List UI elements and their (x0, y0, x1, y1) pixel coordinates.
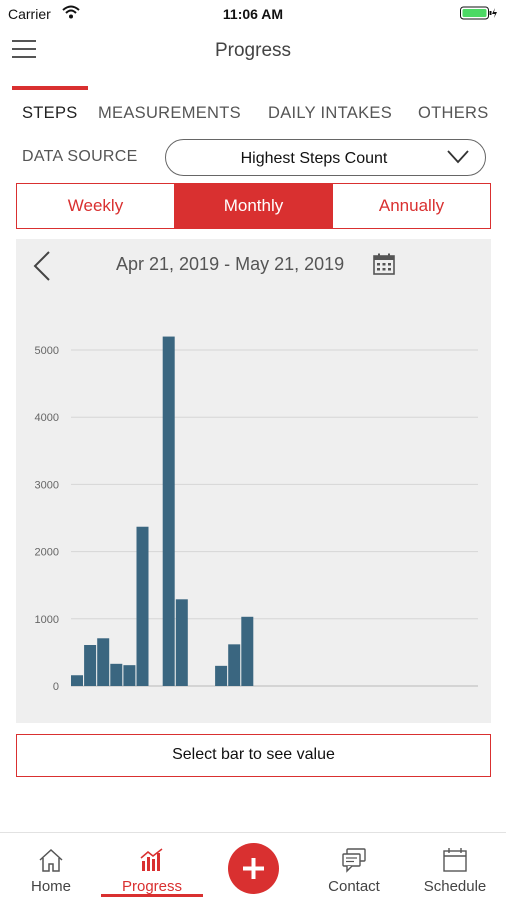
chart-bar[interactable] (162, 336, 175, 686)
battery-icon (460, 6, 497, 20)
add-button[interactable] (228, 843, 279, 894)
steps-bar-chart: 0 1000 2000 3000 4000 5000 (35, 336, 478, 693)
data-source-dropdown[interactable]: Highest Steps Count (165, 139, 486, 176)
tab-contact[interactable]: Contact (309, 833, 399, 900)
nav-bar: Progress (0, 28, 506, 74)
tab-home[interactable]: Home (6, 833, 96, 900)
segment-annually[interactable]: Annually (332, 184, 490, 228)
chart-bar[interactable] (97, 638, 110, 686)
chat-icon (342, 848, 366, 873)
active-tab-indicator (12, 86, 88, 90)
y-tick-label: 4000 (35, 412, 59, 424)
y-tick-label: 2000 (35, 547, 59, 559)
tab-daily-intakes[interactable]: DAILY INTAKES (268, 104, 393, 122)
tab-measurements[interactable]: MEASUREMENTS (98, 104, 241, 122)
carrier-label: Carrier (8, 6, 51, 22)
y-tick-label: 3000 (35, 479, 59, 491)
tab-schedule[interactable]: Schedule (410, 833, 500, 900)
chart-bar[interactable] (241, 616, 254, 686)
chevron-down-icon (447, 150, 469, 164)
tab-others[interactable]: OTHERS (418, 104, 489, 122)
segment-weekly[interactable]: Weekly (67, 196, 124, 215)
calendar-icon[interactable] (373, 253, 395, 275)
tab-contact-label: Contact (328, 878, 380, 895)
chart-bar[interactable] (71, 675, 83, 686)
data-source-value: Highest Steps Count (240, 150, 388, 167)
y-tick-label: 0 (53, 681, 59, 693)
chart-bar[interactable] (110, 663, 123, 686)
chart-bar[interactable] (84, 645, 97, 686)
select-bar-hint: Select bar to see value (16, 734, 491, 777)
status-time: 11:06 AM (222, 6, 284, 22)
data-source-label: DATA SOURCE (22, 148, 138, 165)
tab-steps[interactable]: STEPS (22, 104, 78, 122)
period-segmented-control: Weekly Monthly Annually (16, 183, 491, 229)
chart-bar[interactable] (215, 665, 228, 686)
active-bottom-tab-indicator (101, 894, 203, 897)
tab-schedule-label: Schedule (423, 878, 487, 895)
chart-bar[interactable] (136, 526, 149, 686)
chart-bar[interactable] (228, 644, 241, 686)
home-icon (39, 848, 63, 872)
category-tabs: STEPS MEASUREMENTS DAILY INTAKES OTHERS (0, 104, 506, 128)
page-title: Progress (214, 40, 292, 61)
tab-home-label: Home (30, 878, 71, 895)
wifi-icon (62, 5, 80, 19)
y-tick-label: 5000 (35, 345, 59, 357)
y-tick-label: 1000 (35, 614, 59, 626)
chart-panel: 0 1000 2000 3000 4000 5000 Apr 21, 2019 - May… (16, 239, 491, 723)
chart-bar[interactable] (123, 665, 136, 686)
chevron-left-icon[interactable] (32, 251, 52, 281)
segment-monthly[interactable]: Monthly (174, 184, 332, 228)
hamburger-menu-icon[interactable] (12, 40, 36, 60)
date-range: Apr 21, 2019 - May 21, 2019 (116, 254, 345, 274)
calendar-icon (443, 848, 467, 872)
chart-bar[interactable] (175, 599, 188, 686)
bar-chart-icon (140, 848, 163, 871)
plus-icon (243, 858, 264, 879)
status-bar: Carrier 11:06 AM (0, 0, 506, 28)
tab-progress[interactable]: Progress (107, 833, 197, 900)
tab-progress-label: Progress (121, 878, 183, 895)
